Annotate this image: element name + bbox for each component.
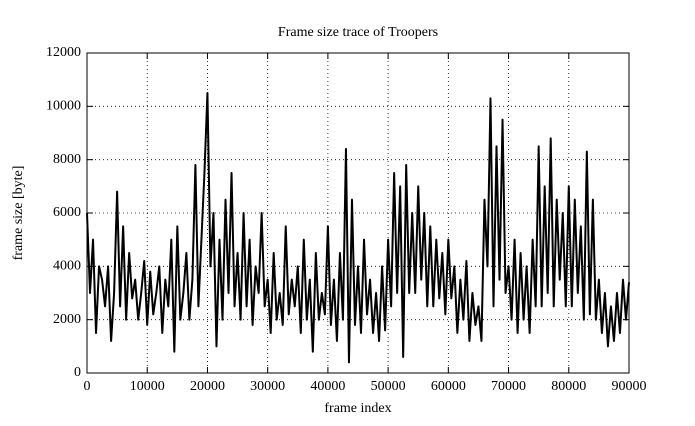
x-tick-label: 60000 xyxy=(431,379,466,394)
y-tick-label: 12000 xyxy=(46,45,81,60)
y-tick-label: 8000 xyxy=(53,152,81,167)
x-tick-label: 90000 xyxy=(612,379,647,394)
x-tick-label: 70000 xyxy=(491,379,526,394)
plot-frame xyxy=(86,52,630,374)
x-tick-label: 40000 xyxy=(310,379,345,394)
x-tick-label: 80000 xyxy=(551,379,586,394)
y-tick-label: 0 xyxy=(74,365,81,380)
chart-title: Frame size trace of Troopers xyxy=(278,25,438,40)
x-axis-label: frame index xyxy=(324,401,391,416)
y-tick-label: 2000 xyxy=(53,312,81,327)
y-tick-label: 4000 xyxy=(53,259,81,274)
x-tick-label: 50000 xyxy=(371,379,406,394)
x-tick-label: 10000 xyxy=(130,379,165,394)
x-tick-label: 30000 xyxy=(250,379,285,394)
y-axis-label: frame size [byte] xyxy=(11,166,26,261)
data-line xyxy=(86,92,630,364)
x-tick-label: 20000 xyxy=(190,379,225,394)
y-tick-label: 10000 xyxy=(46,99,81,114)
y-tick-label: 6000 xyxy=(53,205,81,220)
x-tick-label: 0 xyxy=(84,379,91,394)
